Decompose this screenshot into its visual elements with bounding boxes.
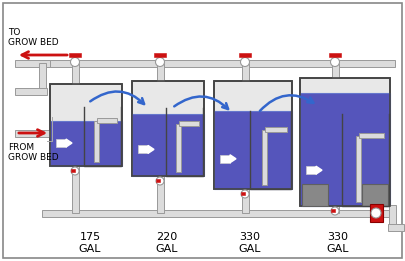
Circle shape [70,57,79,67]
Bar [132,81,204,176]
Bar [370,204,383,222]
Circle shape [156,177,164,185]
Bar [300,93,390,206]
Bar [388,205,396,227]
Bar [42,60,395,67]
Bar [220,155,230,163]
Circle shape [331,207,339,215]
Text: TO
GROW BED: TO GROW BED [8,28,59,47]
Bar [38,63,45,91]
Bar [362,184,388,206]
Bar [154,53,166,57]
Text: FROM
GROW BED: FROM GROW BED [8,143,59,162]
Bar [264,127,287,132]
Bar [214,111,292,189]
Polygon shape [66,139,72,147]
Circle shape [71,167,79,175]
Bar [306,166,316,174]
Bar [50,84,122,166]
Bar [138,145,148,153]
Circle shape [330,57,339,67]
Bar [156,179,160,182]
Bar [50,84,122,166]
Bar [388,223,404,230]
Bar [358,133,384,138]
Bar [214,81,292,189]
Bar [179,121,199,126]
Bar [50,121,122,166]
Bar [71,169,75,172]
Bar [72,63,79,84]
Bar [69,53,81,57]
Circle shape [371,208,381,218]
Circle shape [241,57,249,67]
Bar [72,166,79,213]
Bar [15,129,50,137]
Bar [300,78,390,206]
Bar [302,184,328,206]
Bar [331,209,335,212]
Circle shape [241,190,249,198]
Bar [56,139,66,147]
Bar [156,63,164,81]
Polygon shape [316,166,322,174]
Bar [300,78,390,206]
Text: 330
GAL: 330 GAL [239,232,261,254]
Bar [329,53,341,57]
Bar [241,192,245,195]
Bar [332,63,339,78]
Bar [156,176,164,213]
Bar [132,114,204,176]
Text: 330
GAL: 330 GAL [327,232,349,254]
Circle shape [156,57,164,67]
Bar [239,53,251,57]
Polygon shape [230,155,236,163]
Bar [15,60,50,67]
Text: 175
GAL: 175 GAL [79,232,101,254]
Bar [332,206,339,213]
Polygon shape [148,145,154,153]
Bar [176,124,181,172]
Bar [262,130,267,185]
Bar [97,118,117,123]
Bar [356,136,361,202]
Text: 220
GAL: 220 GAL [156,232,178,254]
Bar [15,87,47,94]
Bar [214,81,292,189]
Bar [42,210,395,217]
Bar [132,81,204,176]
Bar [241,189,249,213]
Bar [94,121,99,162]
Bar [241,63,249,81]
